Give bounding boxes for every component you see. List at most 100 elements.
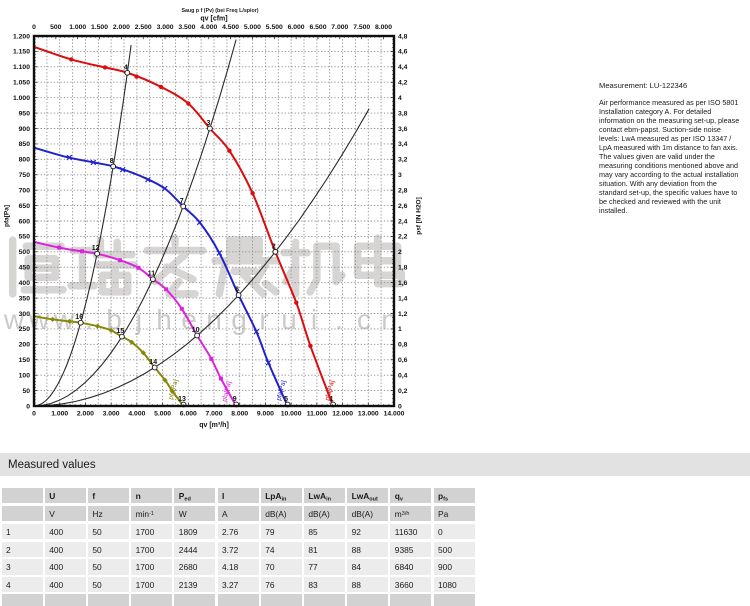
- svg-text:15: 15: [117, 328, 125, 335]
- svg-text:9.000: 9.000: [257, 411, 274, 418]
- svg-text:1,8: 1,8: [398, 265, 408, 272]
- svg-text:u: u: [281, 304, 297, 335]
- svg-text:200: 200: [19, 342, 31, 349]
- svg-text:c: c: [357, 304, 371, 335]
- svg-text:850: 850: [19, 141, 31, 148]
- svg-text:100: 100: [19, 373, 31, 380]
- svg-text:1.050: 1.050: [13, 80, 30, 87]
- svg-text:1: 1: [330, 396, 334, 403]
- svg-text:5.000: 5.000: [154, 411, 171, 418]
- svg-text:2: 2: [398, 249, 402, 256]
- svg-text:400: 400: [19, 280, 31, 287]
- svg-text:2.000: 2.000: [113, 24, 130, 31]
- svg-text:4.500: 4.500: [222, 24, 239, 31]
- svg-text:600: 600: [19, 218, 31, 225]
- svg-text:0,6: 0,6: [398, 357, 408, 364]
- svg-text:16: 16: [75, 314, 83, 321]
- svg-text:qv [m³/h]: qv [m³/h]: [199, 422, 229, 429]
- svg-text:12: 12: [92, 245, 100, 252]
- svg-text:2,8: 2,8: [398, 188, 408, 195]
- svg-text:w: w: [53, 304, 75, 335]
- svg-text:6: 6: [235, 287, 239, 294]
- svg-text:psf [IN H2O]: psf [IN H2O]: [416, 197, 423, 235]
- svg-text:1.000: 1.000: [69, 24, 86, 31]
- svg-text:250: 250: [19, 326, 31, 333]
- svg-text:7.000: 7.000: [205, 411, 222, 418]
- svg-text:3.000: 3.000: [157, 24, 174, 31]
- svg-text:0: 0: [26, 403, 30, 410]
- svg-text:qv [cfm]: qv [cfm]: [200, 16, 227, 23]
- svg-text:3: 3: [398, 172, 402, 179]
- svg-text:4.000: 4.000: [128, 411, 145, 418]
- svg-text:1.500: 1.500: [91, 24, 108, 31]
- svg-text:0,4: 0,4: [398, 373, 408, 380]
- svg-text:4,8: 4,8: [398, 33, 408, 40]
- svg-text:6.000: 6.000: [288, 24, 305, 31]
- svg-text:900: 900: [19, 126, 31, 133]
- svg-text:5.500: 5.500: [266, 24, 283, 31]
- svg-text:500: 500: [19, 249, 31, 256]
- svg-text:750: 750: [19, 172, 31, 179]
- svg-text:11: 11: [148, 271, 156, 278]
- svg-text:800: 800: [19, 157, 31, 164]
- svg-text:h: h: [156, 304, 172, 335]
- svg-text:2.500: 2.500: [135, 24, 152, 31]
- svg-text:1.000: 1.000: [51, 411, 68, 418]
- svg-text:9: 9: [233, 396, 237, 403]
- svg-text:8: 8: [110, 158, 114, 165]
- svg-text:g: g: [231, 304, 247, 335]
- svg-text:2,4: 2,4: [398, 218, 408, 225]
- svg-text:4.000: 4.000: [200, 24, 217, 31]
- svg-text:pfa[Pa]: pfa[Pa]: [4, 205, 11, 227]
- svg-text:6.500: 6.500: [309, 24, 326, 31]
- svg-text:1,4: 1,4: [398, 295, 408, 302]
- svg-text:4,4: 4,4: [398, 64, 408, 71]
- svg-text:2,2: 2,2: [398, 234, 408, 241]
- svg-text:4: 4: [124, 64, 128, 71]
- svg-text:2,6: 2,6: [398, 203, 408, 210]
- svg-text:j: j: [135, 304, 142, 335]
- svg-text:Saug p f (Pv) (bei Freq L/spio: Saug p f (Pv) (bei Freq L/spior): [181, 8, 258, 14]
- svg-text:0: 0: [32, 24, 36, 31]
- svg-text:1.200: 1.200: [13, 33, 30, 40]
- svg-text:500: 500: [50, 24, 62, 31]
- svg-text:3,6: 3,6: [398, 126, 408, 133]
- svg-text:1,6: 1,6: [398, 280, 408, 287]
- svg-text:10: 10: [192, 327, 200, 334]
- svg-text:6.000: 6.000: [180, 411, 197, 418]
- svg-text:.: .: [85, 304, 93, 335]
- svg-text:4,2: 4,2: [398, 80, 408, 87]
- svg-text:4: 4: [398, 95, 402, 102]
- svg-text:650: 650: [19, 203, 31, 210]
- svg-text:50: 50: [22, 388, 30, 395]
- svg-text:7.000: 7.000: [331, 24, 348, 31]
- svg-text:0,2: 0,2: [398, 388, 408, 395]
- svg-text:3.000: 3.000: [103, 411, 120, 418]
- svg-text:3.500: 3.500: [178, 24, 195, 31]
- svg-text:13.000: 13.000: [358, 411, 379, 418]
- svg-text:0,8: 0,8: [398, 342, 408, 349]
- svg-text:10.000: 10.000: [281, 411, 302, 418]
- svg-text:8.000: 8.000: [375, 24, 392, 31]
- svg-text:1: 1: [398, 326, 402, 333]
- svg-text:w: w: [3, 304, 25, 335]
- svg-text:0: 0: [32, 411, 36, 418]
- svg-text:8.000: 8.000: [231, 411, 248, 418]
- svg-text:7: 7: [180, 198, 184, 205]
- svg-text:3,2: 3,2: [398, 157, 408, 164]
- svg-text:b: b: [106, 304, 122, 335]
- svg-text:2: 2: [272, 243, 276, 250]
- svg-text:13: 13: [178, 396, 186, 403]
- svg-text:11.000: 11.000: [307, 411, 328, 418]
- svg-text:350: 350: [19, 295, 31, 302]
- svg-text:950: 950: [19, 110, 31, 117]
- svg-text:12.000: 12.000: [332, 411, 353, 418]
- svg-text:i: i: [311, 304, 317, 335]
- svg-text:1.150: 1.150: [13, 49, 30, 56]
- svg-text:2.000: 2.000: [77, 411, 94, 418]
- svg-text:450: 450: [19, 265, 31, 272]
- svg-text:4,6: 4,6: [398, 49, 408, 56]
- svg-text:3: 3: [206, 120, 210, 127]
- svg-text:0: 0: [398, 403, 402, 410]
- svg-text:7.500: 7.500: [353, 24, 370, 31]
